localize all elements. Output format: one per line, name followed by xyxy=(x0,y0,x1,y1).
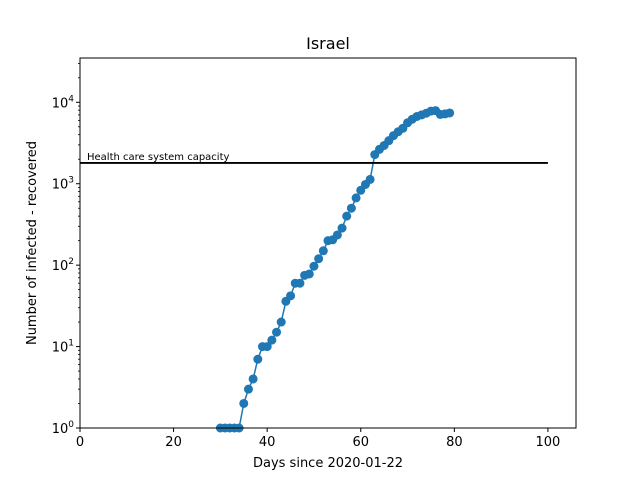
y-axis-label: Number of infected - recovered xyxy=(25,141,40,345)
data-point xyxy=(253,354,263,364)
data-point xyxy=(351,193,361,203)
plot-area: Health care system capacity xyxy=(80,106,548,433)
x-tick-label: 0 xyxy=(76,435,84,450)
data-point xyxy=(332,230,342,240)
y-tick-label: 102 xyxy=(52,257,74,274)
data-point xyxy=(295,278,305,288)
data-point xyxy=(337,223,347,233)
data-point xyxy=(262,342,272,352)
data-point xyxy=(342,211,352,221)
data-point xyxy=(304,269,314,279)
y-tick-label: 103 xyxy=(52,176,74,193)
x-tick-label: 100 xyxy=(536,435,561,450)
x-tick-label: 60 xyxy=(352,435,369,450)
data-point xyxy=(445,108,455,118)
chart-title: Israel xyxy=(306,34,350,53)
capacity-label: Health care system capacity xyxy=(87,152,229,163)
data-point xyxy=(286,291,296,301)
data-point xyxy=(318,246,328,256)
data-point xyxy=(267,335,277,345)
data-point xyxy=(346,203,356,213)
data-point xyxy=(239,398,249,408)
data-point xyxy=(272,327,282,337)
data-point xyxy=(309,261,319,271)
y-tick-label: 101 xyxy=(52,339,74,356)
x-axis-label: Days since 2020-01-22 xyxy=(253,456,403,471)
data-point xyxy=(243,384,253,394)
y-axis-ticks: 100 101 102 103 104 xyxy=(52,63,80,437)
x-axis-ticks: 0 20 40 60 80 100 xyxy=(76,428,560,450)
data-point xyxy=(314,254,324,264)
x-tick-label: 80 xyxy=(446,435,463,450)
y-tick-label: 100 xyxy=(52,420,75,437)
y-tick-label: 104 xyxy=(52,94,75,111)
x-tick-label: 40 xyxy=(259,435,276,450)
axes-frame xyxy=(79,57,577,429)
data-point xyxy=(365,174,375,184)
data-point xyxy=(276,317,286,327)
data-point xyxy=(248,374,258,384)
x-tick-label: 20 xyxy=(165,435,182,450)
